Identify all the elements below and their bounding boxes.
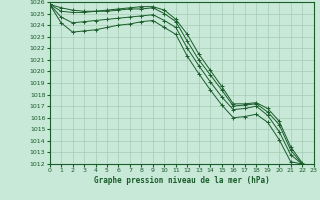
X-axis label: Graphe pression niveau de la mer (hPa): Graphe pression niveau de la mer (hPa) (94, 176, 269, 185)
